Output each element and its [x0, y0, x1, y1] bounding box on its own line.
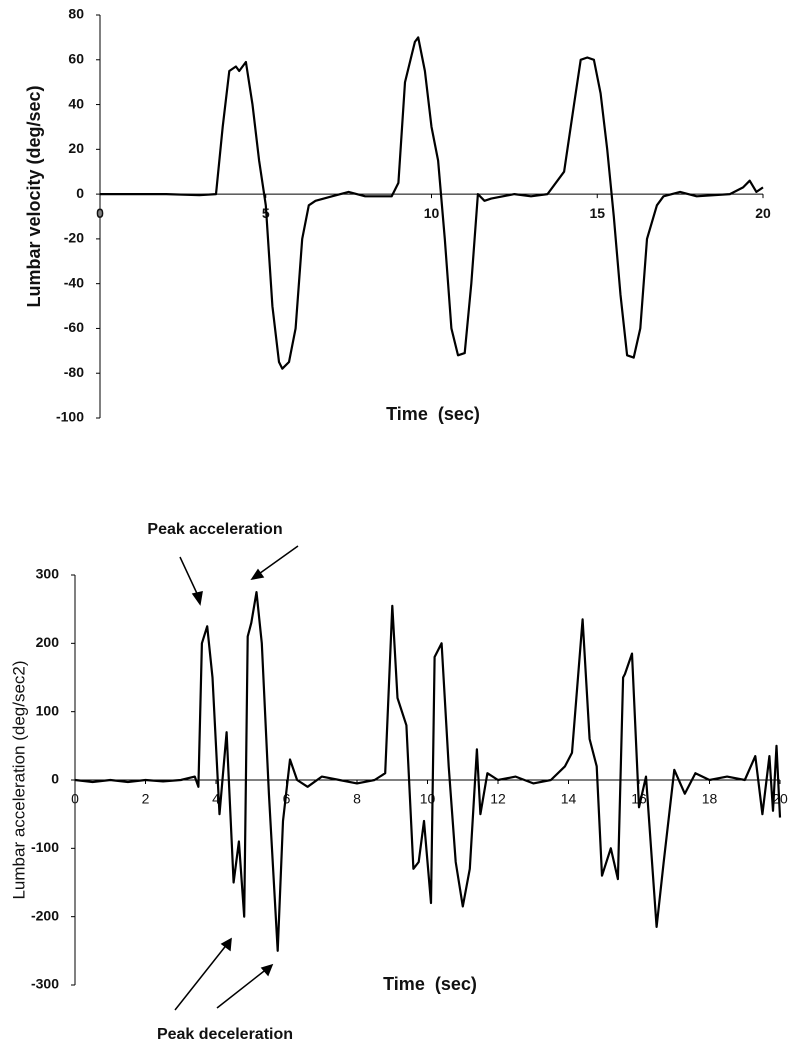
y-tick-label: -100: [56, 409, 84, 425]
y-tick-label: 80: [68, 6, 84, 22]
x-tick-label: 10: [424, 205, 440, 221]
data-line: [74, 591, 782, 952]
arrowhead: [220, 937, 232, 952]
arrowhead: [191, 591, 203, 606]
x-tick-label: 0: [96, 205, 104, 221]
annotation: Peak deceleration: [157, 1026, 293, 1043]
y-tick-label: -100: [31, 839, 59, 855]
annotations: [174, 545, 299, 1011]
arrowhead: [260, 963, 274, 977]
arrowhead: [250, 568, 265, 581]
x-tick-label: 8: [353, 791, 361, 807]
arrow: [255, 545, 299, 577]
y-tick-label: -60: [64, 319, 84, 335]
y-tick-label: 300: [36, 566, 60, 582]
y-tick-label: -80: [64, 364, 84, 380]
x-tick-label: 4: [212, 791, 220, 807]
x-tick-label: 20: [755, 205, 771, 221]
y-tick-label: -200: [31, 907, 59, 923]
y-tick-label: 0: [76, 185, 84, 201]
y-tick-label: 0: [51, 771, 59, 787]
data-line: [100, 36, 764, 370]
y-tick-label: -20: [64, 230, 84, 246]
y-tick-label: -40: [64, 274, 84, 290]
y-tick-label: 20: [68, 140, 84, 156]
y-tick-label: -300: [31, 976, 59, 992]
y-tick-label: 60: [68, 50, 84, 66]
y-axis-label: Lumbar velocity (deg/sec): [24, 85, 44, 307]
annotation: Peak acceleration: [147, 521, 282, 538]
arrow: [216, 967, 269, 1009]
y-tick-label: 200: [36, 634, 60, 650]
x-axis-label: Time (sec): [386, 404, 480, 424]
x-tick-label: 18: [702, 791, 718, 807]
y-tick-label: 40: [68, 95, 84, 111]
x-axis-label: Time (sec): [383, 974, 477, 994]
x-tick-label: 2: [142, 791, 150, 807]
arrow: [174, 942, 229, 1011]
y-tick-label: 100: [36, 702, 60, 718]
y-axis-label: Lumbar acceleration (deg/sec2): [9, 660, 28, 899]
x-tick-label: 12: [490, 791, 506, 807]
x-tick-label: 14: [561, 791, 577, 807]
x-tick-label: 0: [71, 791, 79, 807]
x-tick-label: 15: [589, 205, 605, 221]
